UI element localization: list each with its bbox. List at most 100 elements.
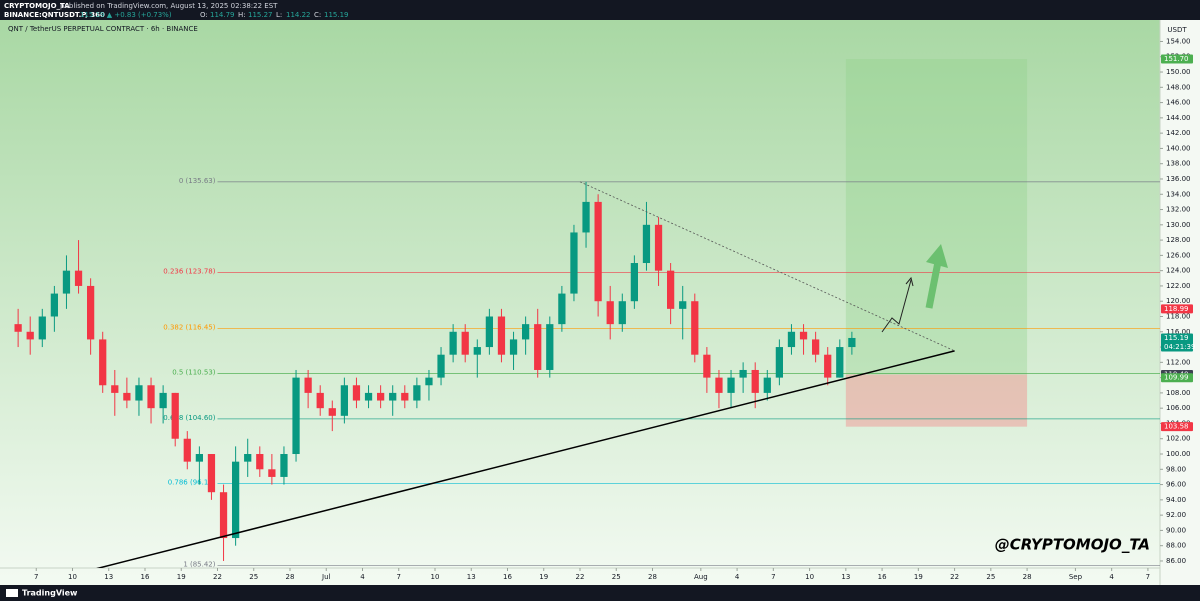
candle-body [522, 324, 530, 340]
candle-body [316, 392, 324, 409]
y-tick-label: 106.00 [1166, 404, 1191, 412]
candle-body [352, 385, 361, 401]
candle-body [38, 316, 46, 340]
x-tick-label: 28 [648, 573, 657, 581]
y-tick-label: 94.00 [1166, 496, 1186, 504]
footer-bar [0, 585, 1200, 601]
target-zone [845, 59, 1028, 375]
brand-logo [6, 589, 18, 597]
candle-body [207, 454, 216, 493]
x-tick-label: 25 [612, 573, 621, 581]
candle-body [691, 301, 699, 355]
y-tick-label: 150.00 [1166, 68, 1191, 76]
candle-body [437, 354, 445, 378]
candle-body [449, 331, 457, 355]
price-tag [1161, 304, 1193, 314]
price-tag-countdown: 04:21:39 [1164, 343, 1195, 351]
x-tick-label: 13 [104, 573, 113, 581]
y-tick-label: 130.00 [1166, 221, 1191, 229]
y-tick-label: 132.00 [1166, 206, 1191, 214]
candle-body [812, 339, 820, 355]
candle-body [256, 454, 264, 470]
x-tick-label: 25 [986, 573, 995, 581]
candle-body [787, 331, 796, 348]
candle-body [461, 331, 469, 355]
y-tick-label: 100.00 [1166, 450, 1191, 458]
footer-brand: TradingView [22, 589, 78, 598]
candle-body [630, 263, 638, 302]
candle-body [546, 324, 554, 370]
x-tick-label: 28 [1023, 573, 1032, 581]
candle-body [99, 339, 107, 386]
x-tick-label: 4 [360, 573, 365, 581]
candle-body [497, 316, 506, 355]
header-bar [0, 0, 1200, 20]
y-tick-label: 146.00 [1166, 99, 1191, 107]
watermark: @CRYPTOMOJO_TA [995, 536, 1150, 554]
x-tick-label: 10 [68, 573, 77, 581]
candle-body [62, 270, 71, 294]
y-tick-label: 142.00 [1166, 129, 1191, 137]
fib-label: 0.786 (96.16) [168, 478, 216, 486]
x-tick-label: 28 [286, 573, 295, 581]
plot-background [0, 20, 1160, 585]
trendline [579, 181, 955, 352]
candle-body [703, 354, 711, 378]
candle-body [123, 392, 131, 401]
y-tick-label: 154.00 [1166, 37, 1191, 45]
x-tick-label: 16 [878, 573, 887, 581]
candle-body [232, 461, 240, 539]
chart-title: QNT / TetherUS PERPETUAL CONTRACT · 6h ·… [8, 25, 198, 33]
candle-body [413, 385, 421, 401]
candle-body [304, 377, 312, 393]
y-tick-label: 90.00 [1166, 526, 1186, 534]
fib-label: 0.236 (123.78) [163, 267, 215, 275]
candle-body [763, 377, 771, 393]
y-tick-label: 112.00 [1166, 358, 1191, 366]
fib-label: 0 (135.63) [179, 177, 216, 185]
price-tag [1161, 422, 1193, 432]
x-tick-label: 16 [141, 573, 150, 581]
ohlc-value: 114.22 [286, 11, 311, 19]
candle-body [824, 354, 832, 378]
candle-body [848, 337, 856, 348]
candle-body [14, 324, 22, 332]
candle-body [473, 347, 481, 355]
ohlc-key: H: [238, 11, 246, 19]
price-tag-label: 109.99 [1164, 374, 1189, 382]
y-tick-label: 122.00 [1166, 282, 1191, 290]
ohlc-value: 114.79 [210, 11, 235, 19]
candle-body [87, 285, 95, 340]
candle-body [340, 385, 348, 416]
candle-body [74, 270, 83, 286]
candle-body [836, 347, 844, 378]
candle-body [715, 377, 723, 393]
y-tick-label: 138.00 [1166, 160, 1191, 168]
candle-body [135, 385, 143, 401]
y-tick-label: 140.00 [1166, 144, 1191, 152]
x-tick-label: 10 [805, 573, 814, 581]
candle-body [292, 377, 300, 455]
price-tag-label: 151.70 [1164, 55, 1189, 63]
x-tick-label: 13 [467, 573, 476, 581]
x-tick-label: Sep [1069, 573, 1083, 581]
x-tick-label: 19 [539, 573, 548, 581]
candle-body [195, 454, 203, 462]
y-tick-label: 98.00 [1166, 465, 1186, 473]
candle-body [582, 201, 590, 233]
price-axis [1160, 20, 1200, 585]
x-tick-label: 22 [950, 573, 959, 581]
arrow-head [905, 276, 914, 287]
candle-body [751, 369, 759, 393]
y-tick-label: 126.00 [1166, 251, 1191, 259]
ohlc-value: 115.27 [248, 11, 273, 19]
x-tick-label: 10 [431, 573, 440, 581]
change: 115.19 ▲ +0.83 (+0.73%) [80, 11, 172, 19]
y-tick-label: 118.00 [1166, 312, 1191, 320]
x-tick-label: 7 [1146, 573, 1150, 581]
candle-body [111, 385, 119, 393]
x-tick-label: 22 [213, 573, 222, 581]
x-tick-label: 22 [576, 573, 585, 581]
x-tick-label: 19 [177, 573, 186, 581]
candle-body [171, 392, 179, 439]
